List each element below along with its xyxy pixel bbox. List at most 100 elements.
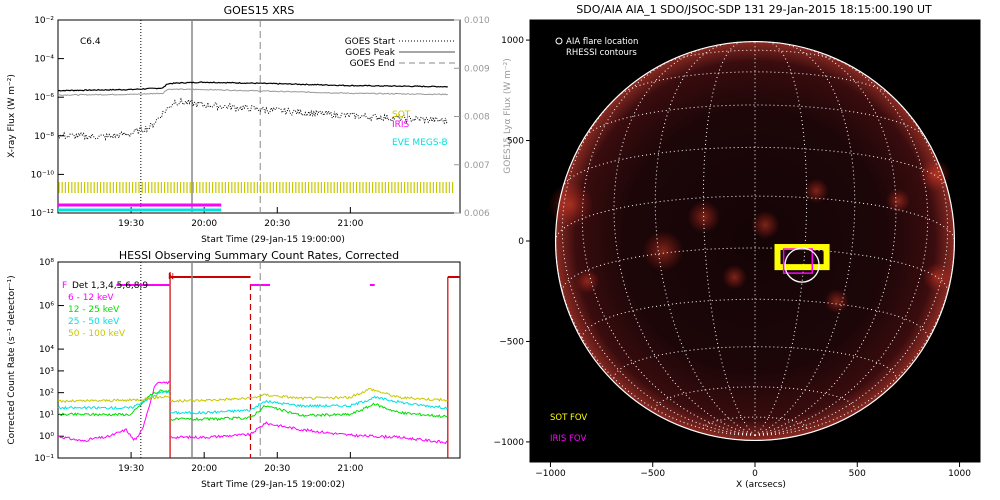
- goes-y-tick-label: 10⁻¹⁰: [31, 170, 55, 180]
- hessi-y-tick-label: 10⁰: [39, 432, 54, 442]
- goes-y-tick-label-right: 0.009: [464, 64, 490, 74]
- hessi-frame: [57, 261, 461, 459]
- hessi-x-tick-label: 21:00: [337, 464, 363, 474]
- aia-y-tick-label: 0: [518, 237, 524, 247]
- active-region-glow: [687, 200, 721, 234]
- aia-sot-fov-label: SOT FOV: [550, 413, 587, 423]
- heliographic-grid: [555, 41, 955, 436]
- goes-x-tick-label: 21:00: [337, 219, 363, 229]
- hessi-y-tick-label: 10⁻¹: [34, 454, 54, 464]
- coverage-label-iris: IRIS: [392, 120, 410, 130]
- goes-x-tick-label: 20:30: [264, 219, 290, 229]
- aia-legend: AIA flare location RHESSI contours SOT F…: [550, 37, 638, 444]
- goes-y-label: X-ray Flux (W m⁻²): [7, 74, 17, 158]
- goes-y-tick-label-right: 0.006: [464, 209, 490, 219]
- hessi-title: HESSI Observing Summary Count Rates, Cor…: [119, 249, 399, 262]
- hessi-y-label: Corrected Count Rate (s⁻¹ detector⁻¹): [7, 275, 17, 444]
- hessi-y-tick-label: 10⁸: [39, 258, 54, 268]
- goes-title: GOES15 XRS: [224, 4, 295, 17]
- active-region-glow: [824, 289, 850, 314]
- goes-series-line: [57, 97, 449, 141]
- goes-x-tick-label: 19:30: [118, 219, 144, 229]
- hessi-legend-6-12: 6 - 12 keV: [68, 293, 114, 303]
- aia-overlays: [774, 244, 830, 283]
- legend-goes-end: GOES End: [350, 59, 395, 69]
- active-region-glow: [575, 268, 600, 294]
- hessi-night-label: N: [168, 272, 174, 281]
- sun-disk-body: [555, 41, 955, 441]
- aia-y-ticks: 1000 500 0 −500 −1000: [494, 36, 530, 448]
- active-region-glow: [750, 210, 780, 240]
- aia-y-tick-label: 500: [507, 137, 524, 147]
- aia-y-tick-label: −500: [499, 337, 524, 347]
- solar-limb: [554, 40, 956, 442]
- goes-y-tick-label: 10⁻⁸: [34, 132, 54, 142]
- hessi-y-ticks: 10⁸ 10⁶ 10⁴ 10³ 10² 10¹ 10⁰ 10⁻¹: [34, 258, 64, 464]
- hessi-detectors: Det 1,3,4,5,6,8,9: [72, 281, 148, 291]
- goes-legend: GOES Start GOES Peak GOES End: [345, 37, 455, 69]
- coverage-label-eve: EVE MEGS-B: [392, 138, 448, 148]
- grid-latitude-line: [617, 71, 893, 97]
- hessi-y-tick-label: 10¹: [39, 410, 54, 420]
- aia-x-label: X (arcsecs): [736, 480, 786, 490]
- hessi-x-tick-label: 19:30: [118, 464, 144, 474]
- goes-series-line: [57, 81, 448, 92]
- active-region-glow: [922, 262, 952, 292]
- grid-latitude-line: [702, 416, 808, 429]
- hessi-x-label: Start Time (29-Jan-15 19:00:02): [201, 480, 345, 490]
- hessi-series-line: [57, 380, 171, 442]
- aia-x-ticks: −1000 −500 0 500 1000: [535, 462, 971, 479]
- goes-coverage-labels: SOT IRIS EVE MEGS-B: [392, 110, 448, 148]
- hessi-x-tick-label: 20:00: [191, 464, 217, 474]
- active-region-glow: [722, 264, 747, 290]
- hessi-y-tick-label: 10⁶: [39, 302, 54, 312]
- hessi-flag-text: F: [62, 281, 67, 291]
- coverage-bar-sot: [58, 182, 454, 193]
- legend-goes-start: GOES Start: [345, 37, 396, 47]
- goes-y-label-right: GOES15 Lyα Flux (W m⁻²): [503, 58, 513, 174]
- hessi-series-line: [169, 395, 449, 415]
- hessi-panel: HESSI Observing Summary Count Rates, Cor…: [7, 249, 461, 490]
- flare-class-label: C6.4: [80, 37, 101, 47]
- hessi-legend-25-50: 25 - 50 keV: [68, 317, 120, 327]
- aia-x-tick-label: −1000: [535, 469, 566, 479]
- goes-y-tick-label: 10⁻⁶: [34, 93, 54, 103]
- goes-series-line: [57, 88, 448, 96]
- goes-y-tick-label-right: 0.010: [464, 16, 490, 26]
- hessi-legend-12-25: 12 - 25 keV: [68, 305, 120, 315]
- coverage-label-sot: SOT: [392, 110, 411, 120]
- active-region-glow: [885, 188, 911, 214]
- active-region-glow: [918, 158, 952, 192]
- goes-event-lines: [140, 20, 261, 213]
- hessi-series: [57, 380, 449, 445]
- aia-y-tick-label: −1000: [494, 438, 525, 448]
- hessi-series-line: [57, 390, 171, 411]
- aia-x-tick-label: 0: [752, 469, 758, 479]
- hessi-series-line: [169, 387, 448, 403]
- aia-legend-flare: AIA flare location: [566, 37, 638, 47]
- sun-disk: [548, 40, 956, 442]
- active-region-glow: [804, 178, 829, 204]
- aia-x-tick-label: 500: [849, 469, 866, 479]
- sot-fov-box: [774, 244, 830, 271]
- goes-coverage-bars: [58, 182, 454, 212]
- goes-y-tick-label: 10⁻⁴: [34, 55, 54, 65]
- hessi-y-tick-label: 10⁴: [39, 345, 54, 355]
- goes-y-ticks-right: 0.010 0.009 0.008 0.007 0.006: [454, 16, 490, 219]
- aia-iris-fov-label: IRIS FOV: [550, 434, 586, 444]
- grid-longitude-line: [581, 56, 756, 436]
- hessi-x-tick-label: 20:30: [264, 464, 290, 474]
- legend-goes-peak: GOES Peak: [345, 48, 395, 58]
- grid-latitude-line: [561, 247, 949, 292]
- goes-y-tick-label-right: 0.007: [464, 161, 490, 171]
- grid-longitude-line: [754, 240, 955, 436]
- hessi-y-tick-label: 10²: [39, 389, 54, 399]
- grid-latitude-line: [555, 195, 955, 242]
- hessi-legend: F Det 1,3,4,5,6,8,9 6 - 12 keV 12 - 25 k…: [62, 281, 148, 339]
- goes-panel: GOES15 XRS 10⁻² 10⁻⁴ 10⁻⁶ 10⁻⁸ 10⁻¹⁰ 10⁻¹² 0.…: [7, 4, 513, 245]
- goes-y-tick-label-right: 0.008: [464, 113, 490, 123]
- flare-location-circle: [784, 247, 820, 283]
- hessi-legend-50-100: 50 - 100 keV: [68, 329, 126, 339]
